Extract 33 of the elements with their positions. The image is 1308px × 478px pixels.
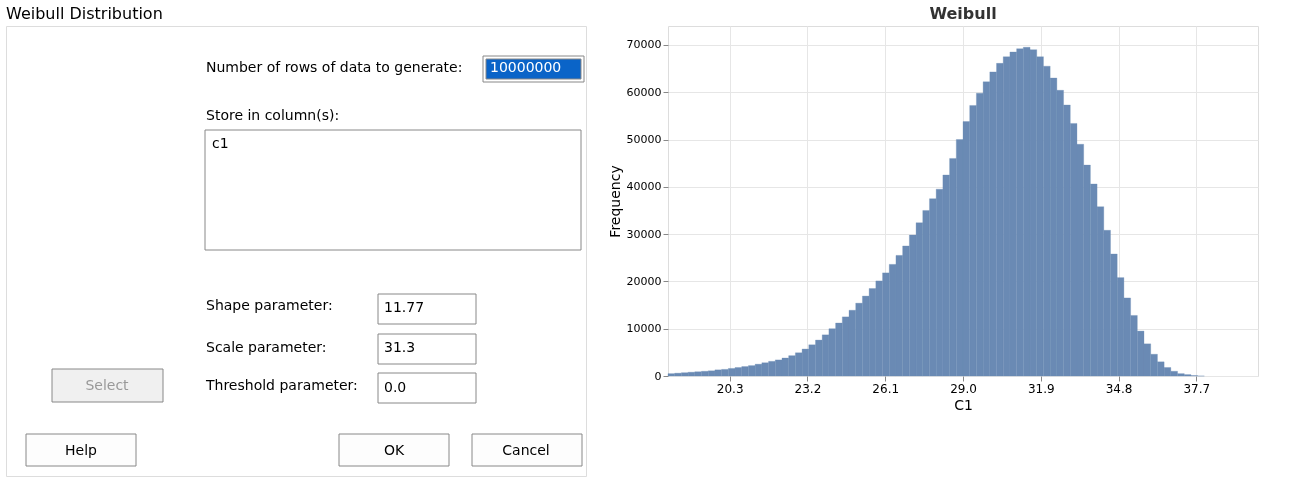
text: Shape parameter: xyxy=(206,297,333,313)
text: 10000000 xyxy=(490,59,562,75)
x-axis-title: C1 xyxy=(954,396,973,413)
text: c1 xyxy=(212,135,229,151)
x-tick-label: 34.8 xyxy=(1105,381,1133,396)
text: 11.77 xyxy=(384,299,425,315)
text: Store in column(s): xyxy=(206,107,340,123)
chart-title: Weibull xyxy=(929,4,997,23)
text: Number of rows of data to generate: xyxy=(206,59,463,75)
x-tick-label: 29.0 xyxy=(950,381,977,396)
x-tick-label: 31.9 xyxy=(1027,381,1055,396)
text: Threshold parameter: xyxy=(205,377,358,393)
y-tick-label: 30000 xyxy=(626,227,662,241)
x-tick-label: 26.1 xyxy=(872,381,900,396)
text: Select xyxy=(85,377,130,393)
y-tick-label: 20000 xyxy=(626,274,662,288)
y-tick-label: 70000 xyxy=(626,38,662,52)
text: 0.0 xyxy=(384,379,407,395)
text: OK xyxy=(383,442,405,458)
text: Weibull Distribution xyxy=(6,4,163,23)
y-tick-label: 10000 xyxy=(626,322,662,336)
text: Cancel xyxy=(502,442,550,458)
y-tick-label: 40000 xyxy=(626,180,662,194)
x-tick-label: 23.2 xyxy=(794,381,822,396)
text: Scale parameter: xyxy=(206,339,327,355)
y-tick-label: 50000 xyxy=(626,133,662,147)
x-tick-label: 20.3 xyxy=(716,381,744,396)
y-tick-label: 0 xyxy=(654,369,662,383)
y-tick-label: 60000 xyxy=(626,85,662,99)
text: 31.3 xyxy=(384,339,416,355)
y-axis-title: Frequency xyxy=(606,165,623,238)
text: Help xyxy=(65,442,98,458)
x-tick-label: 37.7 xyxy=(1183,381,1211,396)
